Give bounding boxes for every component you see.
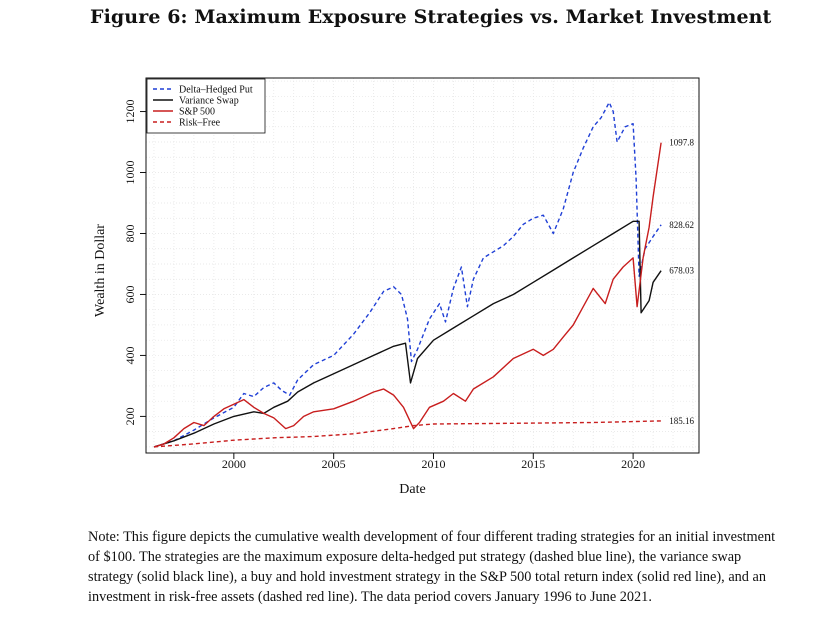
series-end-label: 678.03: [669, 266, 694, 276]
plot-frame: [145, 77, 700, 454]
series-layer: 828.62 678.03 1097.8 185.16: [153, 101, 695, 448]
y-tick-label: 800: [123, 224, 137, 242]
legend-entry: S&P 500: [179, 107, 215, 118]
legend-box: [146, 78, 266, 134]
legend-entry: Delta–Hedged Put: [179, 85, 253, 96]
series-line-2: [153, 142, 662, 448]
x-tick-label: 2020: [621, 457, 645, 471]
y-tick-label: 1200: [123, 100, 137, 124]
legend-entry: Risk–Free: [179, 118, 221, 129]
y-tick-label: 400: [123, 346, 137, 364]
y-tick-label: 600: [123, 285, 137, 303]
figure-note: Note: This figure depicts the cumulative…: [88, 529, 776, 605]
x-axis-label: Date: [399, 482, 425, 497]
x-tick-label: 2015: [521, 457, 545, 471]
figure-title: Figure 6: Maximum Exposure Strategies vs…: [90, 6, 772, 28]
x-tick-label: 2005: [322, 457, 346, 471]
series-end-label: 828.62: [669, 220, 694, 230]
wealth-line-chart: 828.62 678.03 1097.8 185.16 2000 2005 2010 201…: [93, 77, 700, 497]
y-tick-label: 200: [123, 407, 137, 425]
y-axis-label: Wealth in Dollar: [93, 224, 108, 317]
axes: 2000 2005 2010 2015 2020 200 400 600 800 1000 1200: [123, 100, 645, 471]
x-tick-label: 2010: [421, 457, 445, 471]
series-line-0: [153, 101, 662, 448]
grid-lines: [146, 78, 699, 453]
y-tick-label: 1000: [123, 161, 137, 185]
series-line-1: [153, 220, 662, 448]
series-end-label: 185.16: [669, 416, 694, 426]
series-line-3: [153, 420, 662, 448]
x-tick-label: 2000: [222, 457, 246, 471]
legend-entry: Variance Swap: [179, 96, 239, 107]
series-end-label: 1097.8: [669, 138, 694, 148]
